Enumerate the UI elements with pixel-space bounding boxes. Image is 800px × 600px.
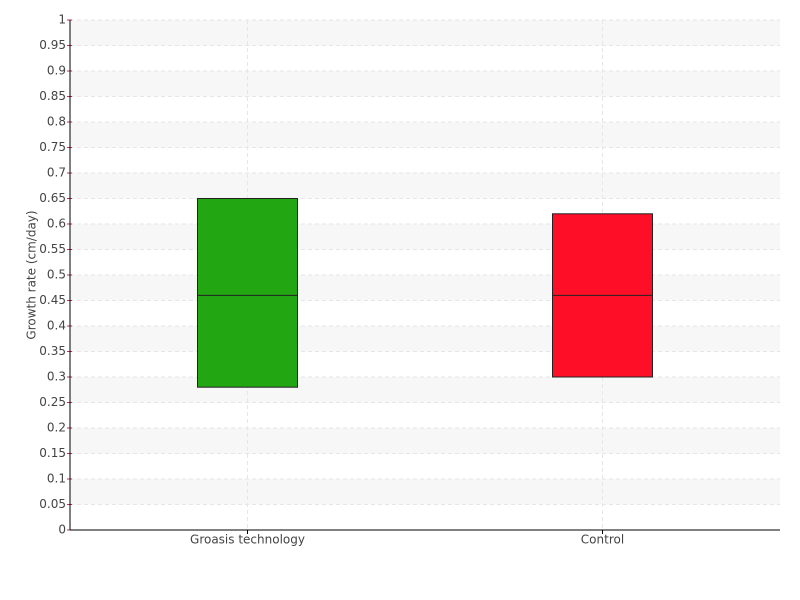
y-tick-label: 0.9 [47, 64, 66, 78]
y-tick-label: 0 [58, 523, 66, 537]
y-tick-label: 0.55 [39, 242, 66, 256]
y-tick-label: 0.4 [47, 319, 66, 333]
y-tick-label: 0.3 [47, 370, 66, 384]
y-tick-label: 0.8 [47, 115, 66, 129]
y-tick-label: 0.35 [39, 344, 66, 358]
grid-band [70, 173, 780, 199]
grid-band [70, 224, 780, 250]
y-tick-label: 0.15 [39, 446, 66, 460]
grid-band [70, 71, 780, 97]
grid-band [70, 20, 780, 46]
y-tick-label: 0.85 [39, 89, 66, 103]
y-tick-label: 0.7 [47, 166, 66, 180]
grid-band [70, 377, 780, 403]
box [197, 198, 298, 388]
y-tick-label: 0.05 [39, 497, 66, 511]
grid-band [70, 122, 780, 148]
y-tick-label: 0.2 [47, 421, 66, 435]
grid-band [70, 275, 780, 301]
y-tick-label: 0.5 [47, 268, 66, 282]
y-tick-label: 1 [58, 13, 66, 27]
y-axis-label: Growth rate (cm/day) [25, 210, 39, 339]
x-tick-label: Groasis technology [190, 533, 305, 547]
y-tick-label: 0.75 [39, 140, 66, 154]
y-tick-label: 0.25 [39, 395, 66, 409]
grid-band [70, 479, 780, 505]
grid-band [70, 326, 780, 352]
y-tick-label: 0.45 [39, 293, 66, 307]
y-tick-label: 0.65 [39, 191, 66, 205]
grid-band [70, 428, 780, 454]
y-tick-label: 0.95 [39, 38, 66, 52]
y-tick-label: 0.1 [47, 472, 66, 486]
x-tick-label: Control [581, 533, 624, 547]
y-tick-label: 0.6 [47, 217, 66, 231]
